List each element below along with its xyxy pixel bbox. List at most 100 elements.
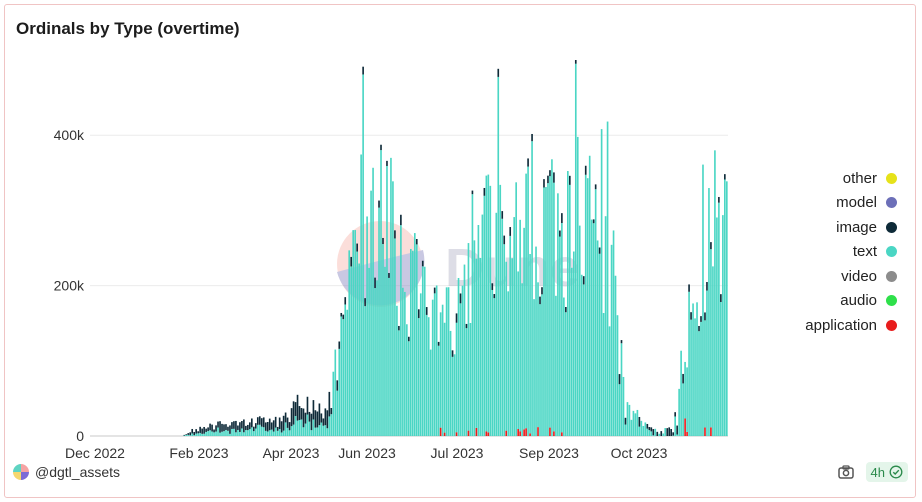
bar-text: [658, 433, 661, 436]
bar-text: [461, 285, 464, 436]
bar-text: [616, 315, 619, 436]
bar-text: [360, 154, 362, 437]
refresh-age: 4h: [870, 464, 885, 480]
bar-text: [205, 431, 207, 436]
bar-text: [511, 258, 513, 436]
bar-application: [439, 427, 442, 436]
legend-item-other[interactable]: other: [805, 166, 897, 191]
bar-text: [650, 431, 653, 436]
bar-text: [549, 176, 551, 428]
bar-text: [708, 188, 710, 436]
refresh-badge[interactable]: 4h: [865, 462, 908, 482]
bar-application: [684, 418, 686, 436]
bar-text: [457, 277, 460, 436]
bar-text: [527, 166, 529, 436]
bar-text: [662, 433, 665, 436]
bar-image: [290, 408, 293, 427]
bar-text: [340, 316, 343, 436]
bar-image: [656, 431, 659, 436]
bar-text: [286, 427, 289, 436]
bar-text: [694, 318, 696, 436]
legend-item-model[interactable]: model: [805, 191, 897, 216]
bar-text: [572, 251, 575, 436]
legend-item-text[interactable]: text: [805, 240, 897, 265]
bar-image: [197, 431, 199, 434]
bar-text: [332, 371, 335, 436]
bar-text: [720, 301, 722, 436]
bar-text: [276, 430, 279, 436]
bar-text: [477, 225, 480, 436]
bar-text: [590, 219, 593, 436]
bar-text: [471, 194, 474, 436]
legend-item-image[interactable]: image: [805, 215, 897, 240]
bar-image: [187, 433, 190, 435]
bar-text: [553, 182, 555, 432]
bar-image: [251, 418, 253, 428]
legend-label: image: [836, 218, 877, 236]
bar-text: [294, 415, 297, 436]
bar-text: [264, 430, 267, 436]
bar-image: [417, 309, 420, 319]
author-link[interactable]: @dgtl_assets: [13, 464, 120, 480]
bar-text: [227, 430, 229, 436]
bar-text: [336, 390, 339, 436]
legend-label: application: [805, 316, 877, 334]
bar-text: [700, 321, 702, 436]
footer-actions: 4h: [836, 462, 908, 482]
bar-text: [231, 428, 233, 436]
bar-image: [316, 411, 319, 428]
bar-image: [252, 426, 255, 432]
bar-text: [485, 175, 488, 432]
bar-text: [191, 433, 194, 436]
bar-text: [197, 433, 199, 436]
bar-image: [465, 323, 468, 329]
legend-item-video[interactable]: video: [805, 264, 897, 289]
bar-text: [588, 155, 591, 436]
bar-text: [580, 274, 583, 436]
bar-text: [618, 384, 621, 436]
bar-application: [549, 427, 551, 436]
bar-text: [509, 235, 512, 436]
bar-text: [459, 303, 462, 436]
bar-image: [652, 429, 655, 436]
bar-text: [569, 184, 571, 436]
bar-text: [229, 433, 231, 436]
bar-image: [237, 425, 239, 430]
bar-text: [622, 376, 625, 436]
bar-application: [523, 429, 525, 436]
bar-text: [467, 243, 470, 431]
bar-text: [541, 294, 543, 436]
bar-text: [243, 432, 245, 436]
bar-image: [648, 427, 651, 431]
bar-image: [437, 341, 440, 346]
bar-text: [578, 225, 581, 436]
bar-text: [449, 330, 452, 436]
bar-text: [352, 230, 354, 436]
bar-text: [620, 343, 623, 436]
legend-item-application[interactable]: application: [805, 313, 897, 338]
bar-text: [404, 291, 406, 436]
bar-text: [648, 430, 651, 436]
bar-image: [292, 401, 295, 425]
bar-image: [225, 424, 227, 430]
bar-image: [493, 294, 496, 299]
bar-text: [320, 422, 323, 436]
bar-text: [411, 250, 414, 436]
bar-text: [225, 429, 227, 436]
bar-image: [650, 427, 653, 432]
bar-image: [264, 422, 267, 431]
camera-icon[interactable]: [836, 462, 856, 482]
bar-image: [231, 422, 233, 429]
bar-text: [278, 429, 281, 436]
bar-text: [211, 431, 213, 436]
x-tick-label: Dec 2022: [65, 445, 125, 461]
bar-text: [358, 263, 360, 436]
bar-image: [561, 213, 563, 224]
legend-item-audio[interactable]: audio: [805, 289, 897, 314]
legend-label: text: [852, 243, 877, 261]
bar-text: [425, 314, 428, 436]
bar-image: [531, 133, 533, 142]
bar-text: [475, 258, 478, 428]
bar-text: [600, 129, 603, 436]
legend-swatch: [886, 172, 897, 184]
